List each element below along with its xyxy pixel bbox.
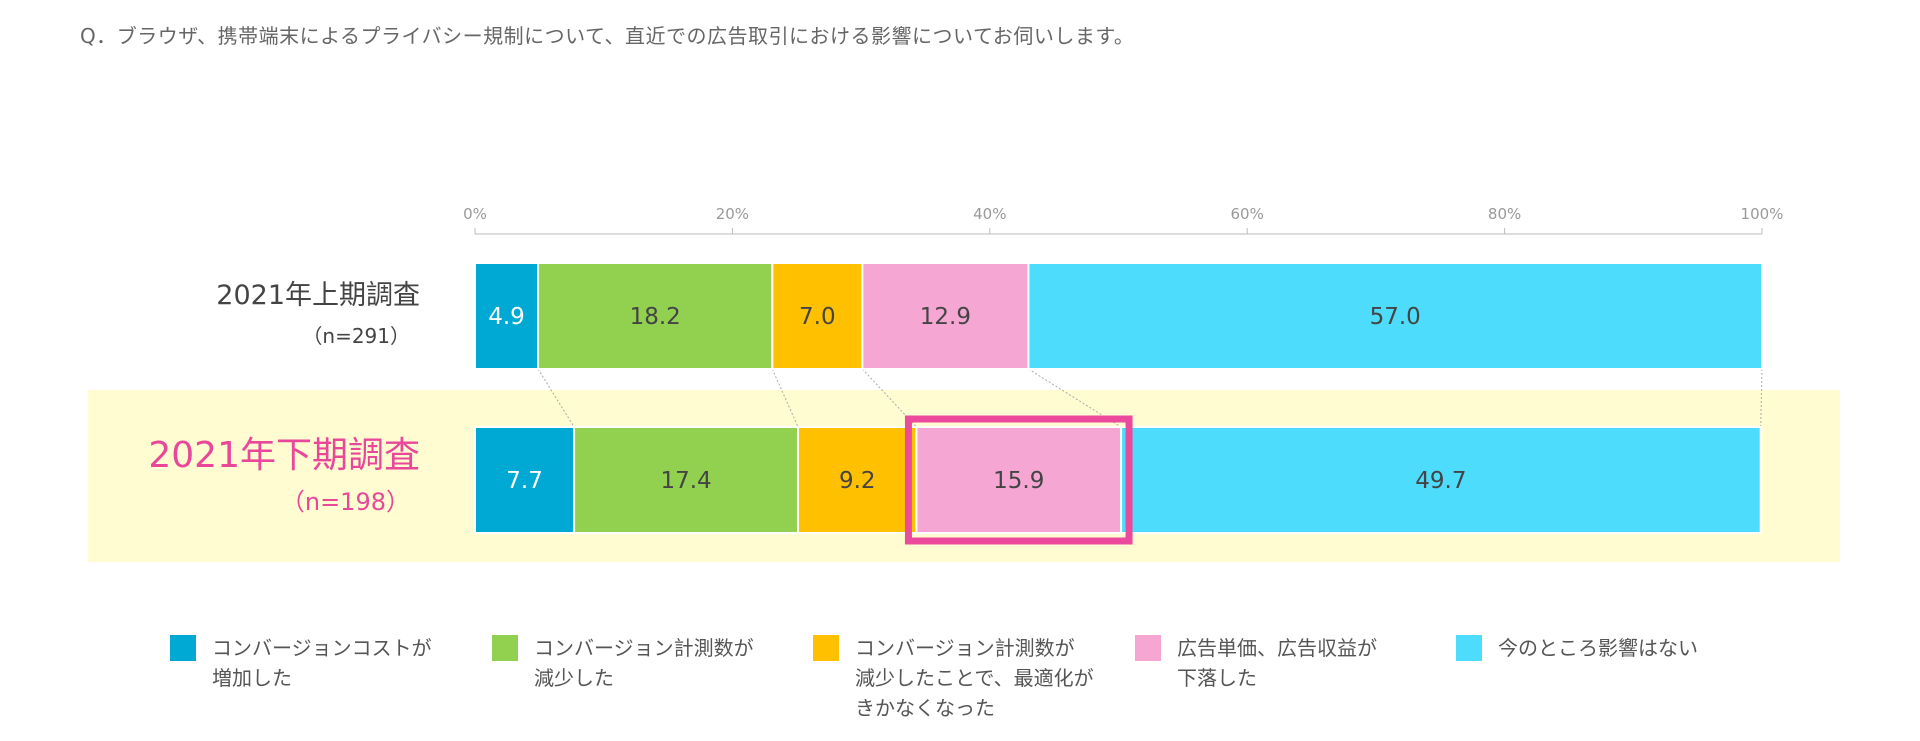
legend-item: コンバージョン計測数が 減少したことで、最適化が きかなくなった — [813, 633, 1094, 723]
legend-item: 広告単価、広告収益が 下落した — [1135, 633, 1377, 693]
row-sample-size: （n=291） — [302, 324, 410, 348]
bar-segment — [915, 426, 1123, 534]
data-label: 4.9 — [488, 304, 525, 330]
data-label: 9.2 — [839, 468, 876, 494]
row-label: 2021年下期調査 — [148, 435, 420, 476]
data-label: 17.4 — [660, 468, 711, 494]
data-label: 7.7 — [506, 468, 543, 494]
legend-label: コンバージョン計測数が 減少したことで、最適化が きかなくなった — [855, 636, 1094, 720]
legend-item: 今のところ影響はない — [1456, 633, 1698, 663]
bar-segment — [1027, 262, 1764, 370]
highlight-frame — [904, 415, 1133, 545]
bar-segment — [1120, 426, 1762, 534]
survey-question: Q．ブラウザ、携帯端末によるプライバシー規制について、直近での広告取引における影… — [80, 24, 1135, 48]
legend-swatch — [1456, 635, 1482, 661]
x-tick-label: 80% — [1488, 205, 1521, 223]
legend-item: コンバージョン計測数が 減少した — [492, 633, 754, 693]
legend-item: コンバージョンコストが 増加した — [170, 633, 432, 693]
stacked-bar-chart: 0% 20% 40% 60% 80% 100% 4.9 18.2 7.0 12.9 57.0 2021… — [148, 205, 1784, 545]
bar-segment — [797, 426, 918, 534]
chart-legend: コンバージョンコストが 増加した コンバージョン計測数が 減少した コンバージョン計… — [0, 633, 1920, 733]
x-tick-label: 20% — [716, 205, 749, 223]
legend-swatch — [813, 635, 839, 661]
x-tick-label: 100% — [1741, 205, 1784, 223]
row-label: 2021年上期調査 — [216, 280, 420, 311]
legend-label: コンバージョンコストが 増加した — [212, 636, 432, 690]
legend-label: コンバージョン計測数が 減少した — [534, 636, 754, 690]
connector-line — [537, 368, 575, 428]
data-label: 7.0 — [799, 304, 836, 330]
data-label: 57.0 — [1370, 304, 1421, 330]
x-tick-label: 0% — [463, 205, 487, 223]
connector-line — [771, 368, 799, 428]
legend-label: 今のところ影響はない — [1498, 636, 1698, 660]
x-tick-label: 60% — [1231, 205, 1264, 223]
bar-segment — [861, 262, 1030, 370]
bar-segment — [474, 262, 540, 370]
bar-segment — [573, 426, 800, 534]
bar-segment — [771, 262, 864, 370]
legend-swatch — [492, 635, 518, 661]
row-sample-size: （n=198） — [281, 488, 410, 516]
legend-swatch — [170, 635, 196, 661]
connector-line — [1760, 368, 1763, 428]
connector-line — [862, 368, 917, 428]
data-label: 18.2 — [630, 304, 681, 330]
legend-label: 広告単価、広告収益が 下落した — [1177, 636, 1377, 690]
bar-segment — [474, 426, 576, 534]
legend-swatch — [1135, 635, 1161, 661]
data-label: 12.9 — [920, 304, 971, 330]
x-tick-label: 40% — [973, 205, 1006, 223]
data-label: 49.7 — [1415, 468, 1466, 494]
data-label: 15.9 — [993, 468, 1044, 494]
bar-segment — [537, 262, 774, 370]
